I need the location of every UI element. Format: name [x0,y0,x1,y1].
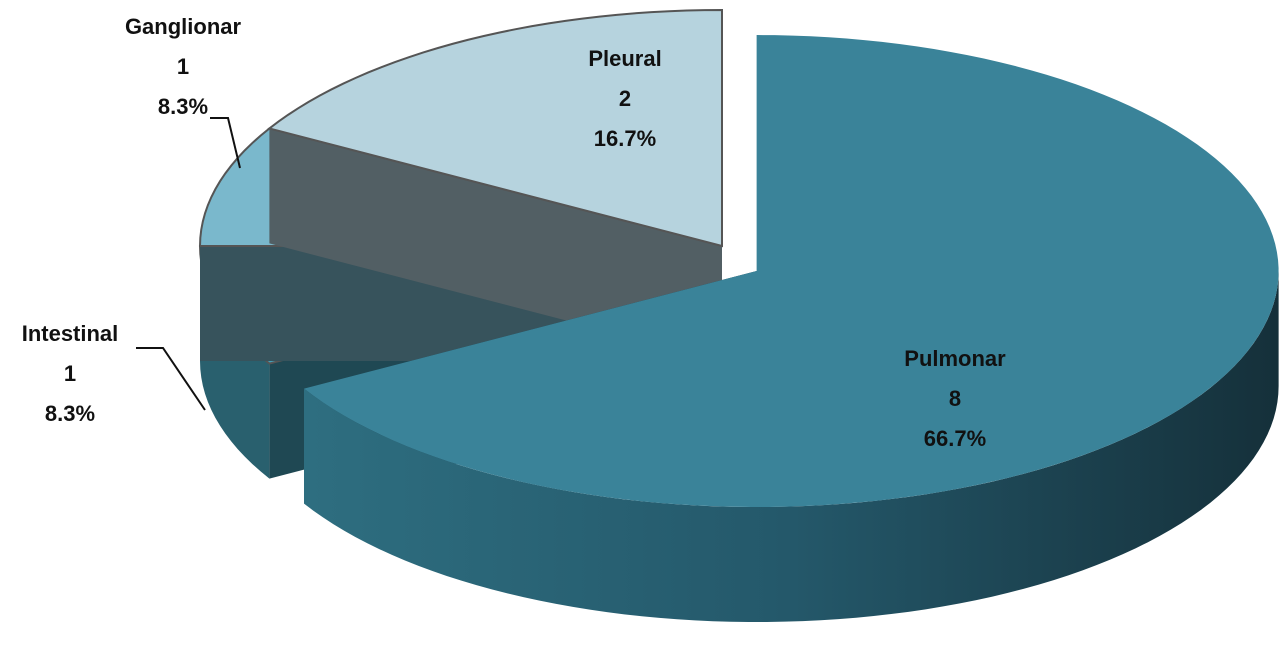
slice [267,8,723,361]
slice-value: 1 [177,54,189,79]
slice-percentage: 8.3% [45,401,95,426]
slice-side [200,246,270,479]
slice-value: 1 [64,361,76,386]
slice-label: Pleural [588,46,661,71]
slice [304,35,1279,623]
leader-line [210,117,241,169]
slice-percentage: 66.7% [924,426,986,451]
slice-top [304,35,1279,508]
slice-cut-face [269,128,722,361]
slice-top [267,8,723,248]
pie [198,8,1279,623]
slice-value: 8 [949,386,961,411]
slice-label: Intestinal [22,321,119,346]
slice-label: Pulmonar [904,346,1006,371]
slice-label: Ganglionar [125,14,242,39]
slice-percentage: 16.7% [594,126,656,151]
slice-side [304,271,1279,623]
slice-percentage: 8.3% [158,94,208,119]
slice-value: 2 [619,86,631,111]
leader-line [136,347,206,411]
